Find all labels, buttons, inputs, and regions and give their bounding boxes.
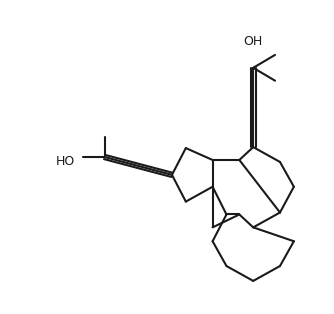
- Text: OH: OH: [243, 35, 263, 48]
- Text: HO: HO: [55, 155, 75, 168]
